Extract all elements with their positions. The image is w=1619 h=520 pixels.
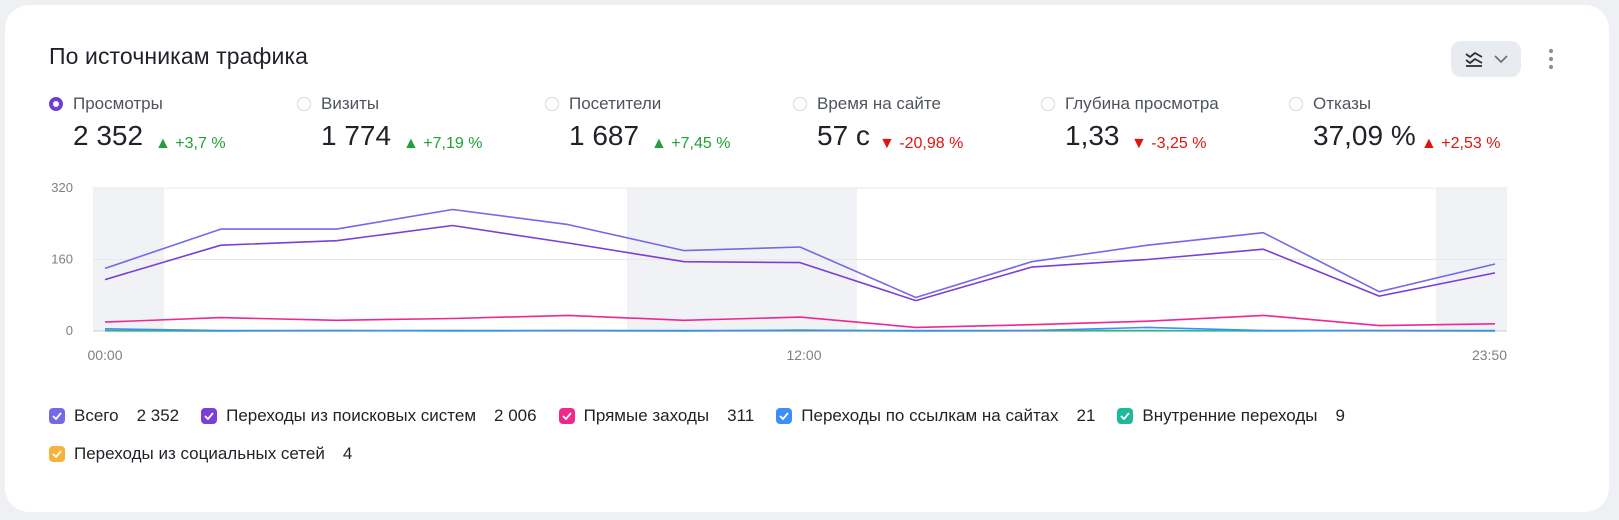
legend-checkbox[interactable] — [776, 408, 793, 424]
legend-series-total: 311 — [727, 406, 755, 425]
y-tick-label-2: 320 — [51, 180, 73, 195]
checkmark-icon — [204, 412, 214, 420]
legend-checkbox[interactable] — [201, 408, 218, 424]
series-line-3 — [104, 326, 1495, 332]
metric-radio[interactable] — [297, 97, 311, 111]
metric-label: Визиты — [321, 94, 380, 113]
line-chart-icon — [1465, 52, 1483, 67]
legend-series-total: 21 — [1076, 406, 1096, 425]
metric-delta: ▼ -3,25 % — [1131, 135, 1207, 152]
legend-item-4[interactable]: Внутренние переходы 9 — [1117, 406, 1345, 426]
card-title: По источникам трафика — [49, 43, 309, 69]
checkmark-icon — [561, 412, 572, 420]
legend-series-name: Прямые заходы — [583, 406, 710, 425]
checkmark-icon — [52, 450, 62, 458]
metric-tab-0[interactable]: Просмотры 2 352 ▲ +3,7 % — [49, 93, 289, 163]
legend-series-total: 2 006 — [494, 406, 537, 425]
series-line-2 — [104, 314, 1496, 329]
y-tick-label-1: 160 — [51, 252, 73, 267]
x-tick-label-0: 00:00 — [87, 347, 122, 363]
metric-value: 37,09 % — [1313, 120, 1416, 151]
legend-series-name: Переходы из поисковых систем — [226, 406, 477, 425]
legend-item-1[interactable]: Переходы из поисковых систем 2 006 — [201, 406, 537, 426]
legend-series-total: 2 352 — [136, 406, 180, 425]
metric-value: 2 352 — [73, 120, 144, 151]
chevron-down-icon — [1494, 55, 1508, 64]
legend-checkbox[interactable] — [49, 446, 65, 462]
legend-item-5[interactable]: Переходы из социальных сетей 4 — [49, 444, 352, 464]
metric-delta: ▼ -20,98 % — [879, 135, 964, 152]
legend-row-2: Переходы из социальных сетей 4 — [49, 435, 1589, 473]
metric-label: Время на сайте — [817, 94, 941, 113]
metric-value: 1 774 — [321, 120, 392, 151]
legend-item-0[interactable]: Всего 2 352 — [49, 406, 179, 426]
metric-radio[interactable] — [49, 97, 63, 111]
metric-label: Посетители — [569, 94, 662, 113]
more-menu-button[interactable] — [1543, 47, 1559, 71]
metric-value: 1,33 — [1065, 120, 1120, 151]
metric-tab-2[interactable]: Посетители 1 687 ▲ +7,45 % — [545, 93, 785, 163]
legend-series-name: Переходы по ссылкам на сайтах — [801, 406, 1059, 425]
legend-row-1: Всего 2 352 Переходы из поисковых систем 2 … — [49, 397, 1589, 435]
legend-series-name: Внутренние переходы — [1142, 406, 1318, 425]
legend-checkbox[interactable] — [558, 408, 575, 424]
metric-label: Просмотры — [73, 94, 163, 113]
legend-series-name: Всего — [74, 406, 119, 425]
checkmark-icon — [1120, 412, 1131, 420]
metric-tab-3[interactable]: Время на сайте 57 с ▼ -20,98 % — [793, 93, 1033, 163]
legend-checkbox[interactable] — [1117, 408, 1134, 424]
checkmark-icon — [52, 412, 62, 420]
x-tick-label-2: 23:50 — [1472, 347, 1507, 363]
legend-series-total: 9 — [1335, 406, 1345, 425]
chart-legend: Всего 2 352 Переходы из поисковых систем 2 … — [49, 397, 1589, 473]
metric-value: 1 687 — [569, 120, 640, 151]
x-tick-label-1: 12:00 — [786, 347, 821, 363]
legend-item-2[interactable]: Прямые заходы 311 — [558, 406, 755, 426]
metric-radio[interactable] — [1289, 97, 1303, 111]
traffic-line-chart: 0 160 320 00:00 12:00 23:50 — [51, 180, 1507, 363]
legend-series-name: Переходы из социальных сетей — [74, 444, 325, 463]
metric-radio[interactable] — [545, 97, 559, 111]
metric-radio[interactable] — [793, 97, 807, 111]
y-tick-label-0: 0 — [66, 323, 73, 338]
metric-label: Отказы — [1313, 94, 1372, 113]
checkmark-icon — [779, 412, 789, 420]
legend-item-3[interactable]: Переходы по ссылкам на сайтах 21 — [776, 406, 1095, 426]
metric-radio[interactable] — [1041, 97, 1055, 111]
series-line-0 — [104, 208, 1496, 299]
metric-delta: ▲ +7,19 % — [403, 135, 483, 152]
chart-view-dropdown[interactable] — [1451, 41, 1521, 77]
metrics-row: Просмотры 2 352 ▲ +3,7 % Визиты 1 774 ▲ +7,19… — [49, 93, 1589, 163]
legend-checkbox[interactable] — [49, 408, 65, 424]
metric-value: 57 с — [817, 120, 870, 151]
card-toolbar — [1451, 41, 1559, 77]
traffic-sources-card: По источникам трафика Просмотры 2 352 ▲ +3… — [5, 5, 1609, 512]
metric-tab-1[interactable]: Визиты 1 774 ▲ +7,19 % — [297, 93, 537, 163]
metric-tab-4[interactable]: Глубина просмотра 1,33 ▼ -3,25 % — [1041, 93, 1281, 163]
metric-tab-5[interactable]: Отказы 37,09 % ▲ +2,53 % — [1289, 93, 1529, 163]
metric-delta: ▲ +7,45 % — [651, 135, 731, 152]
series-line-1 — [104, 224, 1496, 302]
kebab-menu-icon — [1548, 48, 1554, 70]
legend-series-total: 4 — [342, 444, 353, 463]
metric-label: Глубина просмотра — [1065, 94, 1219, 113]
metric-delta: ▲ +2,53 % — [1421, 135, 1501, 152]
metric-delta: ▲ +3,7 % — [155, 135, 226, 152]
